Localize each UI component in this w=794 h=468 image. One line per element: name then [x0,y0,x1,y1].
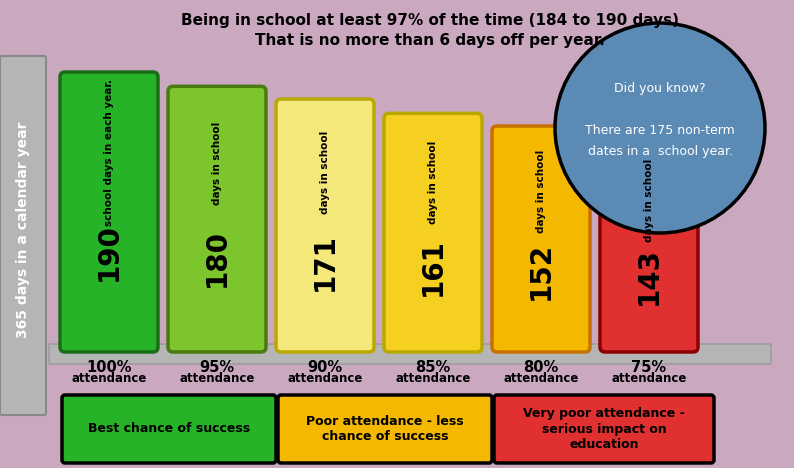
Text: Poor attendance - less
chance of success: Poor attendance - less chance of success [306,415,464,443]
Text: That is no more than 6 days off per year.: That is no more than 6 days off per year… [255,32,605,47]
Text: days in school: days in school [428,141,438,224]
Text: 190: 190 [95,224,123,281]
FancyBboxPatch shape [168,86,266,352]
Text: attendance: attendance [287,373,363,386]
Text: days in school: days in school [212,121,222,205]
FancyBboxPatch shape [600,139,698,352]
FancyBboxPatch shape [384,113,482,352]
Text: 152: 152 [527,242,555,300]
FancyBboxPatch shape [492,126,590,352]
FancyBboxPatch shape [0,56,46,415]
Text: 95%: 95% [199,360,234,375]
Text: Best chance of success: Best chance of success [88,423,250,436]
Text: 143: 143 [635,247,663,305]
Text: Being in school at least 97% of the time (184 to 190 days): Being in school at least 97% of the time… [181,14,679,29]
Text: 100%: 100% [87,360,132,375]
Text: attendance: attendance [71,373,147,386]
Text: 75%: 75% [631,360,666,375]
FancyBboxPatch shape [49,344,771,364]
Text: Did you know?

There are 175 non-term
dates in a  school year.: Did you know? There are 175 non-term dat… [585,82,735,158]
FancyBboxPatch shape [276,99,374,352]
Text: 180: 180 [203,228,231,286]
Text: days in school: days in school [536,150,546,233]
Text: days in school: days in school [320,131,330,214]
Text: attendance: attendance [179,373,255,386]
FancyBboxPatch shape [494,395,714,463]
FancyBboxPatch shape [62,395,276,463]
Text: Very poor attendance -
serious impact on
education: Very poor attendance - serious impact on… [523,408,685,451]
Text: attendance: attendance [395,373,471,386]
Text: 85%: 85% [415,360,451,375]
Text: 90%: 90% [307,360,342,375]
Text: days in school: days in school [644,159,654,242]
Text: 365 days in a calendar year: 365 days in a calendar year [16,122,30,338]
FancyBboxPatch shape [60,72,158,352]
Circle shape [555,23,765,233]
Text: 171: 171 [311,233,339,291]
Text: attendance: attendance [611,373,687,386]
FancyBboxPatch shape [278,395,492,463]
Text: school days in each year.: school days in each year. [104,79,114,226]
Text: 80%: 80% [523,360,559,375]
Text: attendance: attendance [503,373,579,386]
Text: 161: 161 [419,238,447,296]
